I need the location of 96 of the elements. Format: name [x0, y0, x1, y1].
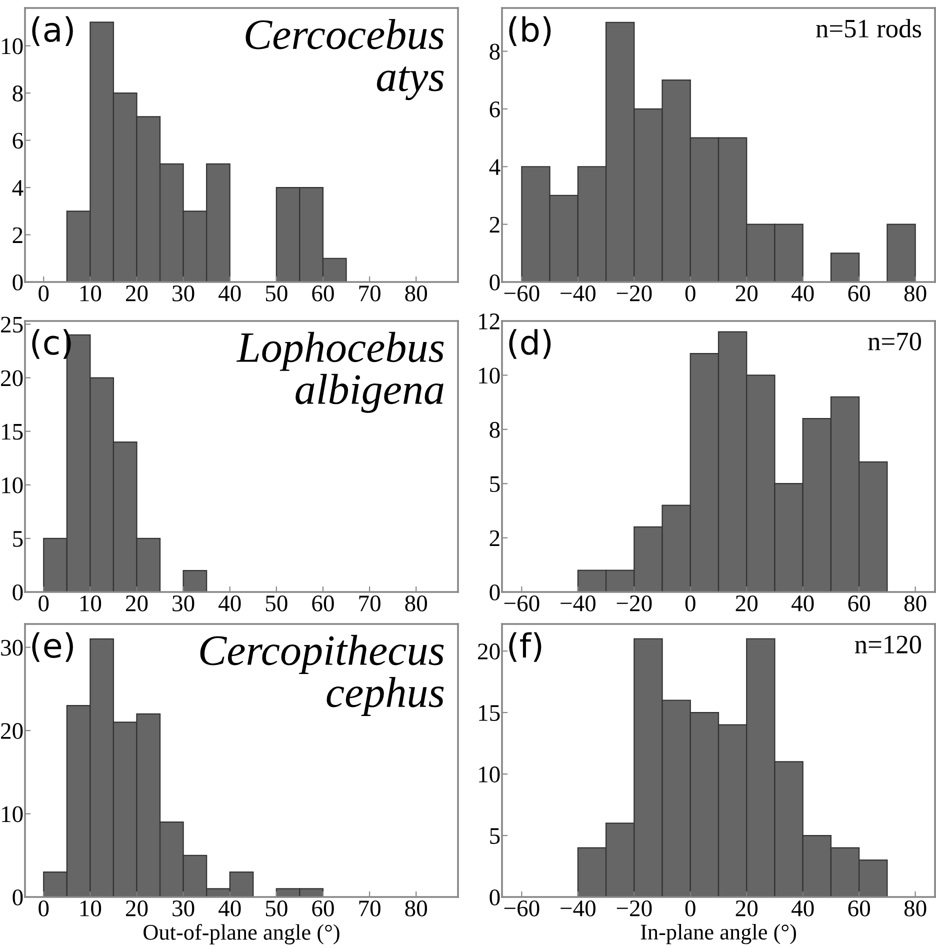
y-tick-label: 5 [490, 476, 500, 492]
x-axis-title: In-plane angle (°) [640, 924, 796, 944]
y-tick-label: 0 [12, 584, 23, 600]
x-tick-label: −60 [504, 900, 540, 916]
annotation: (b) [509, 16, 551, 46]
y-tick-label: 2 [490, 216, 500, 233]
x-tick-label: 80 [405, 900, 427, 916]
y-tick-label: 15 [479, 705, 500, 721]
x-tick-label: 80 [405, 285, 427, 302]
annotation: n=120 [854, 636, 922, 654]
y-tick-label: 0 [490, 584, 500, 600]
annotation: n=70 [868, 332, 922, 350]
x-tick-label: −40 [560, 595, 596, 612]
y-tick-label: 10 [2, 477, 23, 494]
x-tick-label: 0 [38, 285, 49, 302]
x-tick-label: 80 [904, 595, 926, 612]
y-tick-label: 0 [12, 889, 23, 906]
x-tick-label: 10 [80, 900, 102, 916]
x-tick-label: 60 [848, 900, 870, 916]
x-tick-label: 60 [848, 285, 870, 302]
x-tick-label: 50 [266, 900, 288, 916]
x-tick-label: 20 [736, 595, 758, 612]
x-tick-label: 40 [218, 595, 241, 612]
y-tick-label: 8 [12, 86, 23, 102]
x-tick-label: 20 [126, 900, 148, 916]
x-tick-label: 20 [126, 595, 148, 612]
x-tick-label: −20 [616, 900, 652, 916]
annotation: Cercopithecus cephus [200, 634, 444, 716]
x-tick-label: 0 [685, 900, 696, 916]
x-tick-label: 50 [266, 285, 288, 302]
y-tick-label: 10 [479, 766, 500, 782]
x-tick-label: 40 [218, 285, 241, 302]
y-tick-label: 25 [1, 316, 23, 333]
y-tick-label: 10 [479, 368, 500, 384]
x-tick-label: 80 [405, 595, 427, 612]
x-tick-label: 40 [218, 900, 241, 916]
annotation: (e) [32, 632, 73, 662]
x-tick-label: 50 [266, 595, 288, 612]
x-tick-label: 0 [38, 595, 49, 612]
x-tick-label: 10 [80, 285, 102, 302]
x-tick-label: 10 [80, 595, 102, 612]
x-tick-label: 0 [685, 595, 696, 612]
y-tick-label: 2 [490, 530, 500, 546]
y-tick-label: 5 [13, 531, 23, 547]
y-tick-label: 15 [2, 424, 23, 440]
x-tick-label: 30 [172, 595, 194, 612]
x-tick-label: 30 [172, 900, 194, 916]
annotation: (d) [509, 329, 551, 359]
x-tick-label: 0 [685, 285, 696, 302]
y-tick-label: 6 [490, 102, 500, 118]
annotation: (f) [509, 632, 542, 662]
x-tick-label: −60 [504, 595, 540, 612]
y-tick-label: 0 [490, 274, 500, 290]
x-tick-label: 0 [38, 900, 49, 916]
x-tick-label: 80 [904, 285, 926, 302]
y-tick-label: 8 [490, 44, 500, 60]
x-tick-label: 40 [792, 285, 814, 302]
y-tick-label: 10 [2, 38, 23, 54]
x-tick-label: −60 [504, 285, 540, 302]
x-tick-label: 20 [736, 900, 758, 916]
x-tick-label: 40 [792, 900, 814, 916]
y-tick-label: 20 [1, 370, 23, 386]
y-tick-label: 30 [1, 640, 23, 656]
x-tick-label: 20 [126, 285, 148, 302]
y-tick-label: 4 [489, 159, 500, 175]
y-tick-label: 10 [2, 806, 23, 822]
x-tick-label: −20 [616, 285, 652, 302]
x-tick-label: 30 [172, 285, 194, 302]
y-tick-label: 6 [12, 132, 23, 149]
annotation: Lophocebus albigena [236, 332, 444, 413]
x-tick-label: −20 [616, 595, 652, 612]
y-tick-label: 8 [490, 422, 500, 438]
y-tick-label: 12 [479, 314, 500, 330]
x-tick-label: 60 [312, 900, 334, 916]
y-tick-label: 0 [12, 274, 23, 290]
annotation: n=51 rods [816, 18, 922, 38]
x-tick-label: 70 [359, 285, 380, 302]
y-tick-label: 20 [1, 723, 23, 739]
x-tick-label: 70 [359, 900, 380, 916]
x-tick-label: 40 [792, 595, 814, 612]
y-tick-label: 5 [490, 828, 500, 844]
x-tick-label: 60 [312, 285, 334, 302]
x-tick-label: 80 [904, 900, 926, 916]
y-tick-label: 0 [490, 889, 500, 906]
x-tick-label: −40 [560, 285, 596, 302]
x-tick-label: 60 [848, 595, 870, 612]
annotation: (a) [32, 16, 73, 46]
x-axis-title: Out-of-plane angle (°) [144, 924, 340, 944]
y-tick-label: 20 [478, 644, 500, 660]
annotation: Cercocebus atys [246, 18, 444, 100]
x-tick-label: 20 [736, 285, 758, 302]
x-tick-label: 60 [312, 595, 334, 612]
y-tick-label: 4 [12, 180, 24, 196]
y-tick-label: 2 [12, 227, 22, 243]
x-tick-label: −40 [560, 900, 596, 916]
x-tick-label: 70 [359, 595, 380, 612]
